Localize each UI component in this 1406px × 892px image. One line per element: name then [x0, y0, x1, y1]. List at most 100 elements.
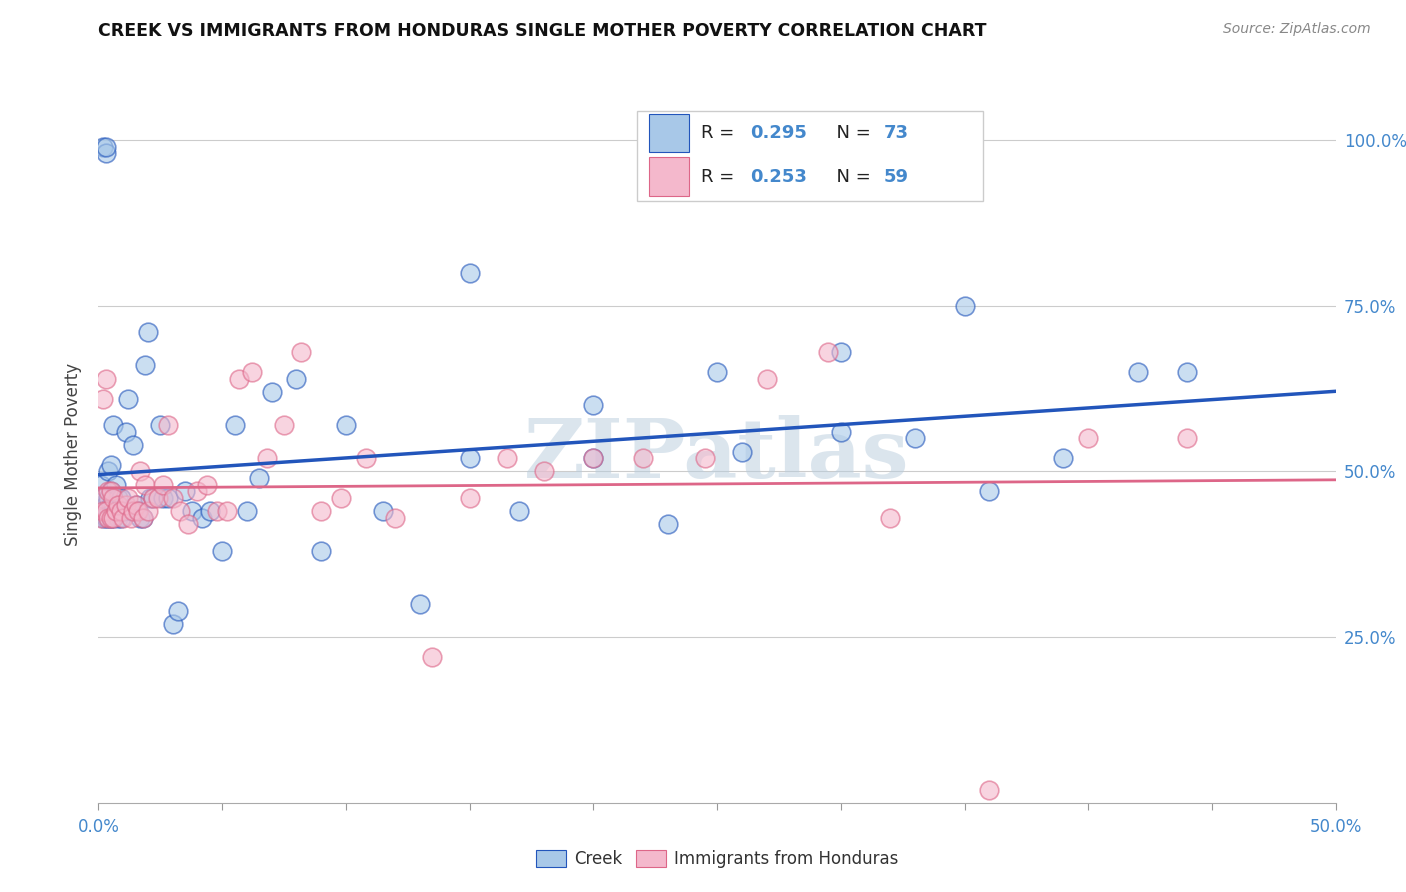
Point: [132, 511, 155, 525]
Point: [100, 484, 122, 499]
Point: [103, 418, 125, 433]
Point: [582, 398, 605, 412]
Point: [422, 650, 444, 665]
Point: [657, 517, 679, 532]
Point: [90, 511, 112, 525]
Point: [124, 498, 146, 512]
Point: [817, 345, 839, 359]
Point: [132, 511, 155, 525]
Point: [107, 498, 129, 512]
Point: [335, 418, 357, 433]
Point: [458, 451, 481, 466]
Point: [94, 146, 117, 161]
Legend: Creek, Immigrants from Honduras: Creek, Immigrants from Honduras: [529, 843, 905, 874]
Point: [228, 372, 250, 386]
Point: [384, 511, 406, 525]
Point: [224, 418, 246, 433]
Point: [107, 491, 129, 505]
Point: [285, 372, 308, 386]
Point: [100, 458, 122, 472]
Point: [112, 504, 135, 518]
Bar: [637, 111, 983, 201]
Point: [1052, 451, 1074, 466]
Point: [103, 498, 125, 512]
Point: [166, 604, 188, 618]
Point: [205, 504, 228, 518]
Point: [112, 511, 135, 525]
Point: [120, 511, 142, 525]
Point: [693, 451, 716, 466]
Point: [127, 504, 149, 518]
Point: [97, 511, 120, 525]
Point: [97, 511, 120, 525]
Point: [1077, 431, 1099, 445]
Text: R =: R =: [702, 124, 740, 142]
Point: [97, 484, 120, 499]
Point: [240, 365, 263, 379]
Point: [755, 372, 778, 386]
Point: [93, 504, 115, 518]
Point: [139, 491, 162, 505]
Point: [90, 491, 112, 505]
Bar: [650, 113, 689, 152]
Point: [631, 451, 654, 466]
Point: [830, 425, 852, 439]
Point: [93, 511, 115, 525]
Point: [162, 491, 184, 505]
Text: CREEK VS IMMIGRANTS FROM HONDURAS SINGLE MOTHER POVERTY CORRELATION CHART: CREEK VS IMMIGRANTS FROM HONDURAS SINGLE…: [98, 22, 987, 40]
Point: [211, 544, 233, 558]
Text: 0.253: 0.253: [751, 168, 807, 186]
Point: [706, 365, 728, 379]
Point: [979, 782, 1001, 797]
Text: N =: N =: [825, 168, 876, 186]
Point: [458, 491, 481, 505]
Point: [100, 511, 122, 525]
Point: [93, 491, 115, 505]
Point: [117, 491, 139, 505]
Text: R =: R =: [702, 168, 740, 186]
Point: [114, 425, 136, 439]
Point: [309, 504, 332, 518]
Point: [156, 491, 179, 505]
Point: [495, 451, 517, 466]
Point: [169, 504, 191, 518]
Point: [94, 372, 117, 386]
Point: [273, 418, 295, 433]
Point: [103, 511, 125, 525]
Point: [124, 498, 146, 512]
Point: [582, 451, 605, 466]
Point: [122, 438, 145, 452]
Text: 59: 59: [884, 168, 910, 186]
Point: [256, 451, 278, 466]
Point: [176, 517, 198, 532]
Point: [879, 511, 901, 525]
Point: [107, 511, 129, 525]
Point: [134, 477, 156, 491]
Point: [533, 465, 555, 479]
Point: [110, 491, 132, 505]
Point: [93, 392, 115, 406]
Point: [120, 504, 142, 518]
Point: [1175, 431, 1198, 445]
Point: [191, 511, 214, 525]
Point: [110, 504, 132, 518]
Point: [90, 477, 112, 491]
Point: [142, 491, 165, 505]
Point: [156, 418, 179, 433]
Point: [217, 504, 239, 518]
Text: Source: ZipAtlas.com: Source: ZipAtlas.com: [1223, 22, 1371, 37]
Point: [114, 498, 136, 512]
Point: [122, 504, 145, 518]
Point: [174, 484, 197, 499]
Point: [198, 504, 221, 518]
Point: [94, 511, 117, 525]
Point: [149, 418, 172, 433]
Point: [127, 504, 149, 518]
Point: [979, 484, 1001, 499]
Point: [103, 491, 125, 505]
Point: [247, 471, 270, 485]
Point: [731, 444, 754, 458]
Point: [136, 504, 159, 518]
Point: [260, 384, 283, 399]
Point: [97, 465, 120, 479]
